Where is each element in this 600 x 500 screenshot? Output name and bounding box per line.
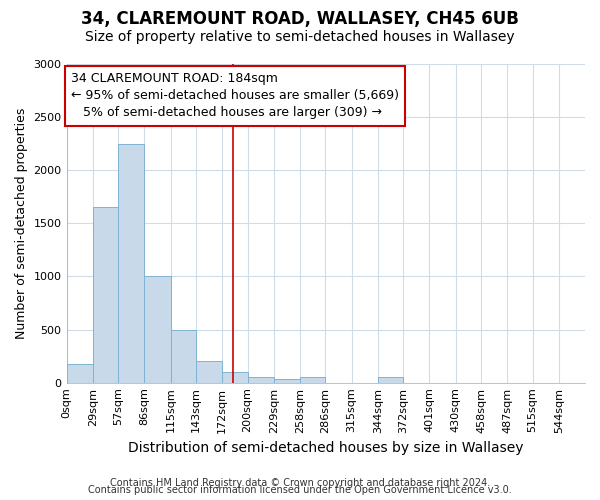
Bar xyxy=(222,372,248,382)
X-axis label: Distribution of semi-detached houses by size in Wallasey: Distribution of semi-detached houses by … xyxy=(128,441,524,455)
Text: 34 CLAREMOUNT ROAD: 184sqm
← 95% of semi-detached houses are smaller (5,669)
   : 34 CLAREMOUNT ROAD: 184sqm ← 95% of semi… xyxy=(71,72,399,120)
Y-axis label: Number of semi-detached properties: Number of semi-detached properties xyxy=(15,108,28,339)
Bar xyxy=(300,378,325,382)
Bar xyxy=(248,378,274,382)
Bar xyxy=(145,276,170,382)
Bar xyxy=(196,362,222,382)
Bar xyxy=(274,380,300,382)
Bar xyxy=(378,378,403,382)
Text: 34, CLAREMOUNT ROAD, WALLASEY, CH45 6UB: 34, CLAREMOUNT ROAD, WALLASEY, CH45 6UB xyxy=(81,10,519,28)
Bar xyxy=(170,330,196,382)
Bar xyxy=(93,208,118,382)
Text: Size of property relative to semi-detached houses in Wallasey: Size of property relative to semi-detach… xyxy=(85,30,515,44)
Bar xyxy=(67,364,93,382)
Text: Contains HM Land Registry data © Crown copyright and database right 2024.: Contains HM Land Registry data © Crown c… xyxy=(110,478,490,488)
Text: Contains public sector information licensed under the Open Government Licence v3: Contains public sector information licen… xyxy=(88,485,512,495)
Bar xyxy=(118,144,145,382)
